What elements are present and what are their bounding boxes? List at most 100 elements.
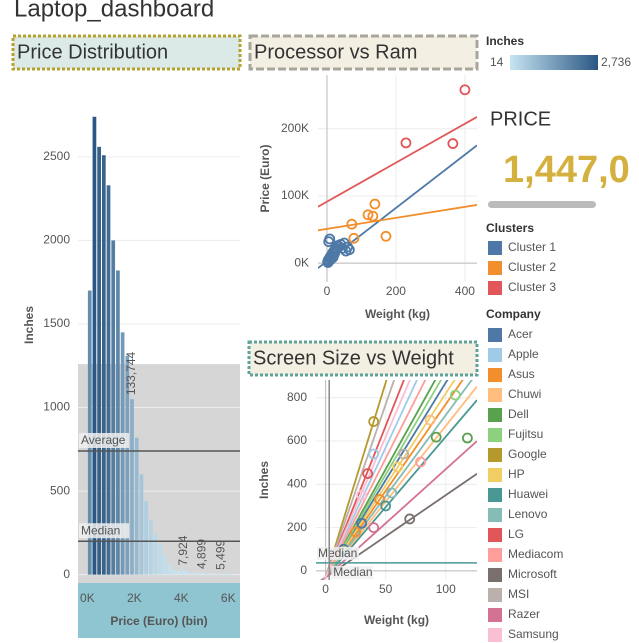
legend-label: Acer [508, 327, 533, 341]
legend-swatch [488, 528, 502, 542]
legend-label: Lenovo [508, 507, 548, 521]
reference-label: Average [81, 433, 126, 447]
dashboard-title: Laptop_dashboard [14, 0, 214, 22]
x-axis-label: Weight (kg) [365, 307, 430, 321]
legend-swatch [488, 368, 502, 382]
bar [134, 437, 139, 575]
legend-swatch [488, 241, 502, 255]
legend-swatch [488, 608, 502, 622]
legend-label: Asus [508, 367, 535, 381]
reference-label: Median [81, 523, 120, 537]
y-tick-label: 0K [294, 255, 309, 269]
y-tick-label: 1500 [43, 316, 70, 330]
bar [195, 572, 200, 575]
kpi-bar [488, 201, 596, 208]
legend-swatch [488, 588, 502, 602]
point [449, 389, 461, 401]
point [362, 209, 374, 221]
y-tick-label: 400 [287, 477, 307, 491]
x-tick-label: 200 [386, 284, 406, 298]
chart-title: Processor vs Ram [254, 41, 417, 63]
y-tick-label: 0 [300, 563, 307, 577]
bar-label: 7,924 [176, 535, 190, 565]
legend-title: Company [486, 307, 541, 321]
x-tick-label: 50 [379, 582, 393, 596]
point [400, 137, 412, 149]
bar [177, 571, 181, 575]
x-tick-label: 6K [221, 591, 236, 605]
bar-label: 4,899 [195, 539, 209, 569]
bar [214, 573, 219, 575]
bar [153, 534, 158, 575]
point [424, 414, 436, 426]
bar [191, 572, 195, 575]
chart-title: Price Distribution [17, 41, 168, 63]
x-axis-label: Weight (kg) [364, 613, 429, 627]
bar [228, 573, 233, 575]
bar [144, 501, 148, 575]
bar [148, 519, 153, 575]
legend-swatch [488, 261, 502, 275]
point [368, 448, 380, 460]
legend-title: Inches [486, 34, 524, 48]
trend-line [318, 116, 477, 208]
point [362, 468, 374, 479]
reference-label-bg [317, 546, 359, 560]
y-tick-label: 100K [281, 188, 309, 202]
bar-label: 133,744 [124, 351, 138, 395]
bar [125, 355, 130, 575]
legend-max: 2,736 [601, 55, 631, 69]
point [461, 432, 473, 444]
legend-label: MSI [508, 587, 529, 601]
point [447, 138, 459, 149]
point [356, 517, 368, 529]
point [369, 198, 381, 210]
reference-label: Median [333, 565, 372, 579]
bar-label: 5,499 [213, 539, 227, 569]
point [380, 500, 392, 512]
legend-swatch [488, 548, 502, 562]
legend-swatch [488, 508, 502, 522]
legend-label: Cluster 3 [508, 280, 556, 294]
legend-label: HP [508, 467, 525, 481]
color-ramp [510, 55, 598, 70]
legend-label: Apple [508, 347, 539, 361]
bar [209, 572, 214, 575]
bar [120, 332, 125, 575]
y-axis-label: Price (Euro) [258, 144, 272, 212]
legend-label: Dell [508, 407, 529, 421]
point [368, 416, 380, 427]
point [346, 218, 358, 230]
legend-label: Microsoft [508, 567, 557, 581]
x-tick-label: 0K [80, 591, 95, 605]
point [380, 230, 392, 242]
point [323, 236, 335, 248]
point [392, 461, 404, 473]
bar [205, 573, 209, 575]
bar [116, 270, 120, 575]
trend-line [323, 380, 388, 580]
point [415, 456, 426, 468]
x-axis-label: Price (Euro) (bin) [110, 614, 207, 628]
bar [158, 544, 163, 575]
legend-swatch [488, 408, 502, 422]
bar [186, 572, 191, 575]
bar [92, 116, 97, 575]
title-box [247, 340, 479, 377]
point [367, 210, 379, 222]
legend-swatch [488, 348, 502, 362]
trend-line [323, 380, 411, 580]
reference-label-bg [79, 432, 129, 448]
legend-swatch [488, 281, 502, 295]
y-tick-label: 800 [287, 390, 307, 404]
legend-label: Razer [508, 607, 540, 621]
y-tick-label: 200 [287, 520, 307, 534]
reference-label-bg [331, 566, 374, 579]
point [374, 494, 386, 505]
legend-swatch [488, 628, 502, 642]
legend-label: Cluster 2 [508, 260, 556, 274]
legend-title: Clusters [486, 221, 534, 235]
legend-swatch [488, 468, 502, 482]
bar [87, 290, 92, 575]
bar [219, 573, 224, 575]
